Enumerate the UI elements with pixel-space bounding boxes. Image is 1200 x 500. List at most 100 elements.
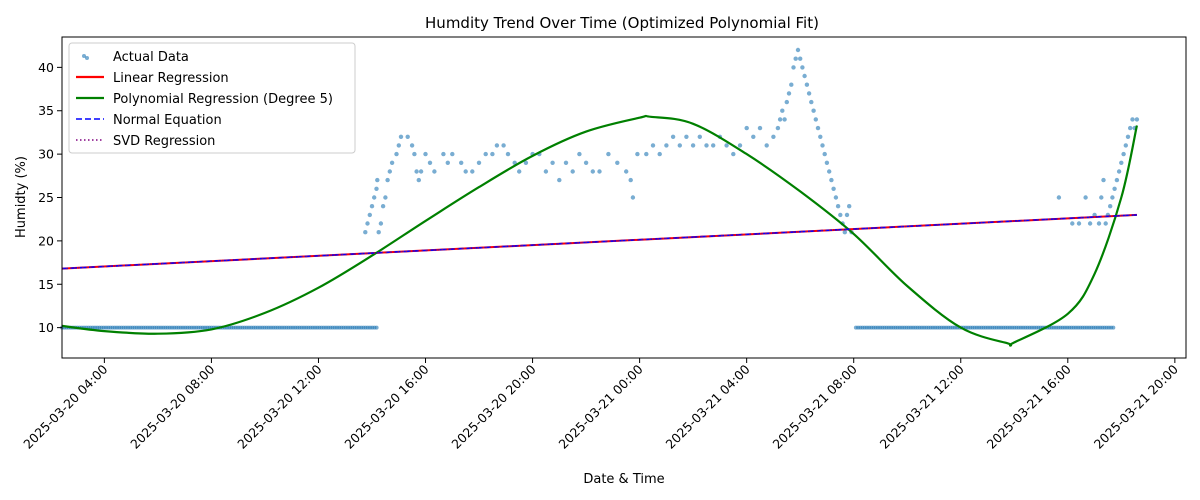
x-tick-label: 2025-03-21 16:00 xyxy=(984,361,1074,451)
data-point xyxy=(664,143,669,148)
legend-label-actual: Actual Data xyxy=(113,50,189,65)
data-point xyxy=(690,143,696,148)
data-point xyxy=(597,169,602,174)
data-point xyxy=(757,125,763,131)
data-point xyxy=(1125,134,1131,139)
data-point xyxy=(1070,221,1075,226)
data-point xyxy=(650,143,656,148)
data-point xyxy=(786,91,792,96)
data-point xyxy=(818,134,823,139)
data-point xyxy=(385,177,390,183)
data-point xyxy=(827,169,832,174)
data-point xyxy=(494,143,500,148)
legend-marker-actual xyxy=(82,54,86,58)
data-point xyxy=(724,143,729,148)
data-point xyxy=(517,169,522,174)
data-point xyxy=(1111,325,1116,330)
data-point xyxy=(557,177,562,183)
data-point xyxy=(684,134,689,139)
data-point xyxy=(802,73,807,79)
x-tick-label: 2025-03-21 08:00 xyxy=(770,361,860,451)
data-point xyxy=(470,169,475,174)
data-point xyxy=(463,169,468,174)
data-point xyxy=(398,134,404,139)
data-point xyxy=(806,91,812,96)
data-point xyxy=(427,160,433,165)
data-point xyxy=(416,177,421,183)
legend-item-actual: Actual Data xyxy=(82,50,189,65)
data-point xyxy=(412,151,417,157)
data-point xyxy=(380,204,386,209)
data-point xyxy=(771,134,776,139)
data-point xyxy=(363,230,368,235)
y-tick-label: 25 xyxy=(38,190,54,205)
data-point xyxy=(624,169,629,174)
data-point xyxy=(813,117,818,122)
data-point xyxy=(1083,195,1088,200)
data-point xyxy=(577,151,582,157)
data-point xyxy=(628,177,633,183)
data-point xyxy=(441,151,446,157)
data-point xyxy=(791,65,796,70)
x-axis-label: Date & Time xyxy=(583,472,664,487)
data-point xyxy=(731,151,736,157)
data-point xyxy=(501,143,506,148)
data-point xyxy=(376,230,381,235)
data-point xyxy=(820,143,825,148)
data-point xyxy=(670,134,676,139)
legend-label-polynomial: Polynomial Regression (Degree 5) xyxy=(113,92,333,107)
data-point xyxy=(1112,186,1117,191)
legend-marker-actual xyxy=(85,56,89,60)
data-point xyxy=(630,195,636,200)
data-point xyxy=(811,108,816,113)
data-point xyxy=(590,169,595,174)
data-point xyxy=(780,108,785,113)
data-point xyxy=(835,204,841,209)
data-point xyxy=(737,143,743,148)
data-point xyxy=(365,221,370,226)
legend: Actual Data Linear Regression Polynomial… xyxy=(68,42,356,154)
data-point xyxy=(798,56,803,61)
data-point xyxy=(445,160,450,165)
data-point xyxy=(1116,169,1122,174)
data-point xyxy=(775,125,781,131)
data-point xyxy=(833,195,839,200)
x-tick-label: 2025-03-21 12:00 xyxy=(877,361,967,451)
data-point xyxy=(1108,204,1113,209)
data-point xyxy=(842,230,847,235)
data-point xyxy=(782,117,787,122)
y-tick-label: 30 xyxy=(38,147,54,162)
x-tick-label: 2025-03-21 20:00 xyxy=(1091,361,1181,451)
data-point xyxy=(711,143,716,148)
legend-label-linear: Linear Regression xyxy=(113,71,229,86)
data-point xyxy=(815,125,821,131)
data-point xyxy=(704,143,709,148)
data-point xyxy=(789,82,794,87)
y-tick-label: 15 xyxy=(38,277,54,292)
data-point xyxy=(1123,143,1129,148)
data-point xyxy=(550,160,555,165)
data-point xyxy=(583,160,589,165)
data-point xyxy=(418,169,424,174)
data-point xyxy=(396,143,401,148)
chart-title: Humdity Trend Over Time (Optimized Polyn… xyxy=(425,14,819,32)
data-point xyxy=(697,134,702,139)
data-point xyxy=(505,151,511,157)
y-tick-label: 20 xyxy=(38,233,54,248)
data-point xyxy=(389,160,395,165)
data-point xyxy=(744,125,749,131)
data-point xyxy=(1114,177,1120,183)
data-point xyxy=(1130,117,1135,122)
x-tick-label: 2025-03-21 04:00 xyxy=(663,361,753,451)
data-point xyxy=(378,221,384,226)
data-point xyxy=(657,151,662,157)
data-point xyxy=(1076,221,1082,226)
data-point xyxy=(831,186,836,191)
data-point xyxy=(824,160,830,165)
x-tick-label: 2025-03-20 16:00 xyxy=(341,361,431,451)
svd-regression-line xyxy=(61,214,1137,270)
data-point xyxy=(369,204,375,209)
y-axis-label: Humidty (%) xyxy=(14,156,29,238)
polynomial-regression-line xyxy=(61,114,1138,347)
